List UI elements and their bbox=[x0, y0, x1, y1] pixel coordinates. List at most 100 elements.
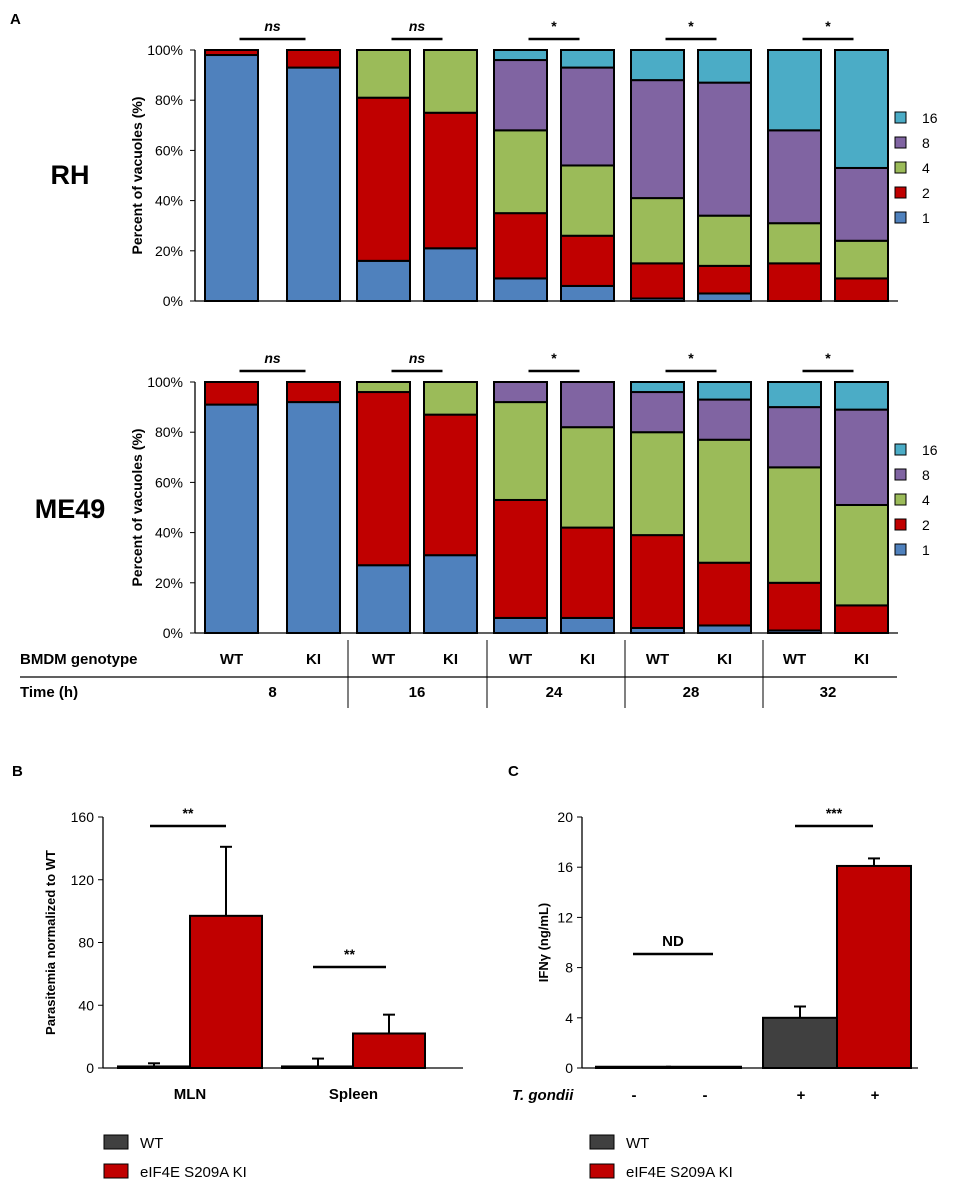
genotype-cell: KI bbox=[717, 651, 732, 668]
legend-swatch-2 bbox=[894, 186, 907, 199]
significance-label: ** bbox=[183, 805, 194, 821]
y-tick-label: 40% bbox=[155, 193, 183, 209]
significance-label: * bbox=[688, 350, 694, 366]
significance-label: *** bbox=[826, 805, 843, 821]
bar-segment-2 bbox=[356, 391, 411, 567]
genotype-row-label: BMDM genotype bbox=[20, 651, 138, 668]
legend-label-16: 16 bbox=[922, 442, 938, 458]
legend-label-1: 1 bbox=[922, 210, 930, 226]
significance-label: ns bbox=[409, 18, 426, 34]
y-tick-label: 0% bbox=[163, 625, 183, 641]
bar-segment-1 bbox=[493, 616, 548, 635]
legend-label-8: 8 bbox=[922, 467, 930, 483]
y-tick-label: 60% bbox=[155, 142, 183, 158]
bar-segment-16 bbox=[834, 381, 889, 411]
genotype-cell: KI bbox=[580, 651, 595, 668]
genotype-cell: WT bbox=[783, 651, 806, 668]
legend-label-1: 1 bbox=[922, 542, 930, 558]
bar-segment-2 bbox=[423, 413, 478, 557]
panel-b-label: B bbox=[12, 763, 23, 780]
y-tick-label: 40 bbox=[78, 997, 94, 1013]
bar-segment-4 bbox=[560, 164, 615, 237]
legend-swatch bbox=[103, 1134, 129, 1150]
y-tick-label: 4 bbox=[565, 1010, 573, 1026]
bar-segment-4 bbox=[493, 129, 548, 215]
y-tick-label: 12 bbox=[557, 909, 573, 925]
genotype-cell: KI bbox=[306, 651, 321, 668]
legend-swatch bbox=[103, 1163, 129, 1179]
significance-label: * bbox=[551, 350, 557, 366]
genotype-cell: KI bbox=[854, 651, 869, 668]
legend-swatch-4 bbox=[894, 161, 907, 174]
bar-segment-2 bbox=[423, 111, 478, 250]
x-tick-label: - bbox=[632, 1087, 637, 1104]
panel-b-bar-chart: 0 40 80 120 160 Parasitemia normalized to WT M… bbox=[43, 805, 463, 1181]
bar-ki bbox=[666, 1065, 742, 1069]
y-tick-label: 100% bbox=[147, 42, 183, 58]
y-tick-label: 160 bbox=[71, 809, 95, 825]
y-tick-label: 40% bbox=[155, 525, 183, 541]
genotype-cell: WT bbox=[646, 651, 669, 668]
bar-segment-4 bbox=[423, 49, 478, 114]
bar-segment-2 bbox=[204, 49, 259, 57]
time-cell: 16 bbox=[409, 684, 426, 701]
y-tick-label: 20% bbox=[155, 243, 183, 259]
bar-segment-2 bbox=[286, 49, 341, 69]
bar-segment-2 bbox=[630, 534, 685, 629]
legend-swatch-1 bbox=[894, 211, 907, 224]
bar-ki bbox=[836, 864, 912, 1069]
time-cell: 8 bbox=[268, 684, 276, 701]
panel-c-bar-chart: 0 4 8 12 16 20 IFNγ (ng/mL) - - + + T. gondii ND *** W… bbox=[512, 805, 918, 1181]
bar-segment-1 bbox=[697, 292, 752, 303]
genotype-cell: WT bbox=[509, 651, 532, 668]
legend-swatch-16 bbox=[894, 443, 907, 456]
bar-wt bbox=[281, 1065, 355, 1070]
bar-segment-16 bbox=[697, 49, 752, 84]
significance-label: ns bbox=[264, 18, 281, 34]
y-tick-label: 0% bbox=[163, 293, 183, 309]
bar-segment-1 bbox=[356, 259, 411, 302]
x-tick-label: + bbox=[797, 1087, 806, 1104]
bar-segment-4 bbox=[423, 381, 478, 416]
legend-swatch-2 bbox=[894, 518, 907, 531]
bar-segment-2 bbox=[204, 381, 259, 406]
legend-label-4: 4 bbox=[922, 492, 930, 508]
legend-label: WT bbox=[626, 1135, 649, 1152]
bar-segment-8 bbox=[560, 66, 615, 167]
panel-a-label: A bbox=[10, 11, 21, 28]
bar-segment-2 bbox=[697, 561, 752, 627]
bar-segment-2 bbox=[560, 234, 615, 287]
y-tick-label: 60% bbox=[155, 474, 183, 490]
x-category-label: Spleen bbox=[329, 1086, 378, 1103]
y-tick-label: 80% bbox=[155, 424, 183, 440]
bar-wt bbox=[595, 1065, 671, 1069]
bar-segment-8 bbox=[560, 381, 615, 429]
genotype-time-table: BMDM genotype Time (h) WT KI WT KI WT KI WT KI W… bbox=[20, 640, 897, 708]
time-cell: 28 bbox=[683, 684, 700, 701]
bar-segment-16 bbox=[834, 49, 889, 169]
bar-segment-8 bbox=[767, 406, 822, 469]
significance-label: ns bbox=[409, 350, 426, 366]
legend-swatch bbox=[589, 1163, 615, 1179]
bar-segment-4 bbox=[767, 466, 822, 584]
x-tick-label: - bbox=[703, 1087, 708, 1104]
bar-segment-4 bbox=[834, 239, 889, 280]
bar-segment-8 bbox=[834, 166, 889, 242]
bar-segment-1 bbox=[204, 403, 259, 634]
bar-segment-4 bbox=[697, 214, 752, 267]
bar-segment-1 bbox=[560, 284, 615, 303]
bar-segment-1 bbox=[560, 616, 615, 635]
bar-segment-2 bbox=[286, 381, 341, 404]
legend-label-16: 16 bbox=[922, 110, 938, 126]
legend-swatch-4 bbox=[894, 493, 907, 506]
bar-segment-4 bbox=[697, 438, 752, 564]
bar-segment-1 bbox=[493, 277, 548, 303]
x-category-label: MLN bbox=[174, 1086, 207, 1103]
genotype-cell: KI bbox=[443, 651, 458, 668]
bar-segment-2 bbox=[493, 498, 548, 619]
legend-label-2: 2 bbox=[922, 517, 930, 533]
y-axis-title: Parasitemia normalized to WT bbox=[43, 850, 58, 1035]
bar-segment-16 bbox=[630, 49, 685, 82]
legend-swatch bbox=[589, 1134, 615, 1150]
